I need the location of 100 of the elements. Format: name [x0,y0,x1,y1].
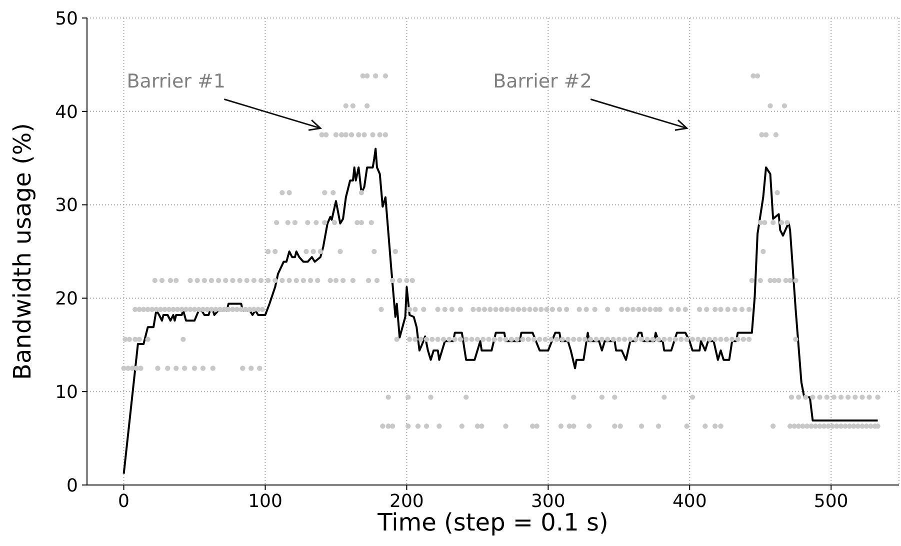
point [223,278,228,284]
point [787,424,793,429]
point [286,278,292,284]
point [866,394,872,400]
point [784,220,790,226]
point [364,73,370,79]
point [386,394,391,400]
point [656,424,662,429]
point [599,394,605,400]
point [860,394,865,400]
point [248,366,254,371]
point [586,424,592,429]
point [343,132,348,138]
point [838,394,844,400]
y-tick-label: 10 [55,382,78,403]
point [308,278,314,284]
point [174,278,179,284]
point [810,394,816,400]
point [406,394,411,400]
point [817,394,822,400]
point [718,424,724,429]
y-tick-label: 40 [55,102,78,123]
point [165,366,170,371]
point [265,248,271,254]
point [202,278,208,284]
point [770,424,776,429]
point [332,220,338,226]
point [364,103,370,108]
point [272,278,278,284]
point [793,278,798,284]
point [851,424,856,429]
point [410,278,415,284]
point [662,394,667,400]
point [760,248,766,254]
point [404,278,410,284]
point [333,132,339,138]
point [138,366,144,371]
point [286,190,292,196]
point [428,394,434,400]
point [382,132,388,138]
point [350,278,356,284]
point [868,424,874,429]
point [244,278,250,284]
y-axis-title: Bandwidth usage (%) [8,123,37,380]
point [424,424,430,429]
point [314,278,320,284]
point [712,424,718,429]
point [530,424,536,429]
point [759,132,764,138]
point [258,278,264,284]
point [690,394,696,400]
point [370,132,376,138]
point [774,190,780,196]
point [776,278,782,284]
point [702,424,708,429]
point [852,394,858,400]
point [330,190,336,196]
point [159,278,165,284]
point [788,394,794,400]
point [372,248,377,254]
point [834,424,840,429]
point [459,424,464,429]
point [845,394,851,400]
point [294,278,299,284]
annotation: Barrier #1 [126,70,226,93]
point [314,220,319,226]
point [237,278,242,284]
point [210,366,216,371]
point [328,278,333,284]
point [368,220,374,226]
point [356,132,362,138]
point [796,394,802,400]
point [340,278,346,284]
point [366,278,372,284]
y-tick-label: 0 [66,475,78,496]
point [280,278,285,284]
point [280,190,285,196]
point [251,278,257,284]
y-tick-label: 20 [55,288,78,310]
point [768,103,773,108]
point [503,424,508,429]
point [343,103,348,108]
point [377,132,382,138]
point [397,278,402,284]
point [304,248,309,254]
point [174,366,179,371]
point [230,278,236,284]
point [762,220,768,226]
point [382,73,388,79]
point [479,424,484,429]
point [310,248,316,254]
point [274,220,280,226]
point [285,220,290,226]
point [612,424,618,429]
point [875,394,880,400]
point [684,424,690,429]
point [333,278,339,284]
point [265,278,271,284]
point [272,248,278,254]
point [860,424,865,429]
